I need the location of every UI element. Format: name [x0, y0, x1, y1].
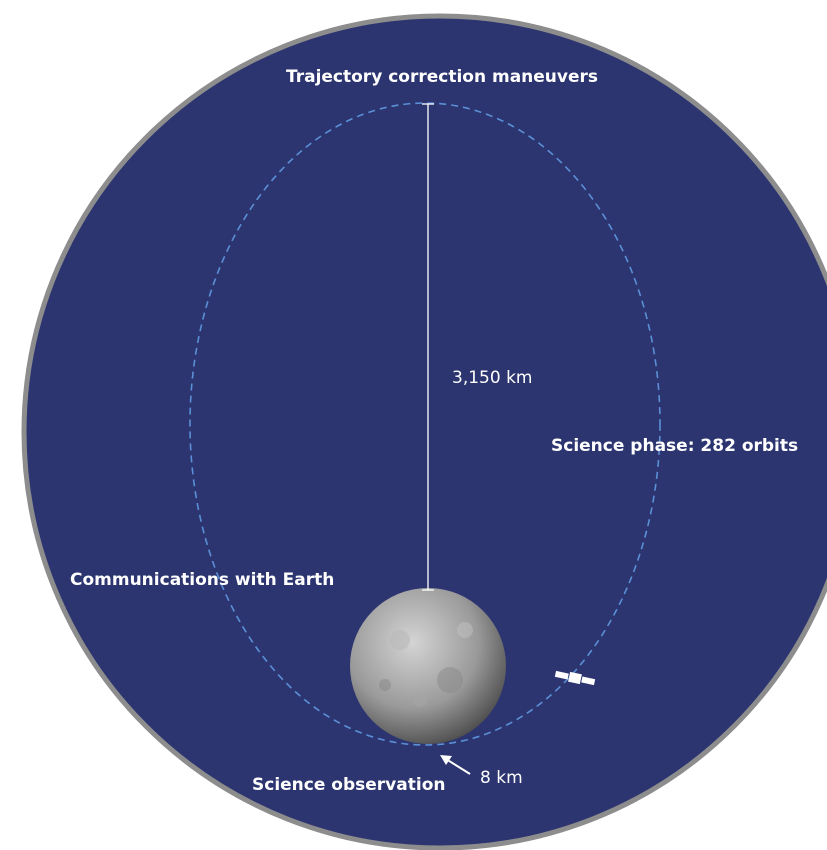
label-top: Trajectory correction maneuvers [286, 67, 598, 87]
label-observation: Science observation [252, 775, 445, 795]
label-altitude-low: 8 km [480, 768, 523, 788]
label-phase: Science phase: 282 orbits [551, 436, 798, 456]
diagram: Trajectory correction maneuvers 3,150 km… [0, 0, 827, 850]
label-altitude-high: 3,150 km [452, 368, 532, 388]
page: {"labels": { "top": "Trajectory correcti… [0, 0, 827, 850]
label-communications: Communications with Earth [70, 570, 334, 590]
moon [350, 588, 506, 744]
